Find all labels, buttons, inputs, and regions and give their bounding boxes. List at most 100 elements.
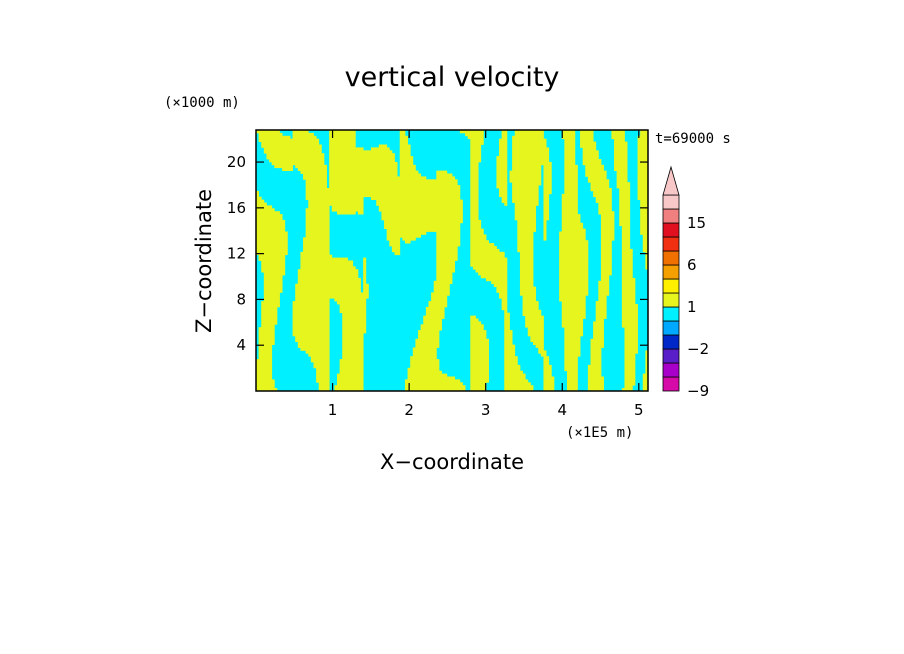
- positive-velocity-band: [587, 376, 604, 380]
- time-label: t=69000 s: [655, 131, 731, 147]
- positive-velocity-band: [598, 289, 610, 293]
- positive-velocity-band: [543, 164, 552, 169]
- positive-velocity-band: [292, 330, 330, 334]
- colorbar-label: −9: [687, 382, 709, 400]
- positive-velocity-band: [436, 234, 461, 238]
- positive-velocity-band: [561, 301, 586, 305]
- positive-velocity-band: [431, 295, 448, 299]
- positive-velocity-band: [624, 333, 638, 337]
- positive-velocity-band: [564, 350, 581, 354]
- positive-velocity-band: [559, 231, 586, 235]
- positive-velocity-band: [504, 333, 513, 337]
- positive-velocity-band: [640, 205, 648, 209]
- positive-velocity-band: [561, 315, 586, 319]
- positive-velocity-band: [263, 292, 280, 296]
- positive-velocity-band: [480, 275, 508, 279]
- positive-velocity-band: [305, 231, 330, 235]
- positive-velocity-band: [564, 144, 576, 148]
- positive-velocity-band: [561, 312, 586, 316]
- positive-velocity-band: [378, 144, 388, 148]
- positive-velocity-band: [585, 167, 604, 171]
- positive-velocity-band: [642, 248, 648, 253]
- positive-velocity-band: [295, 335, 330, 340]
- positive-velocity-band: [593, 335, 604, 340]
- positive-velocity-band: [337, 376, 364, 380]
- positive-velocity-band: [261, 309, 278, 314]
- positive-velocity-band: [470, 367, 489, 372]
- positive-velocity-band: [256, 228, 286, 232]
- positive-velocity-band: [470, 364, 489, 369]
- positive-velocity-band: [342, 353, 364, 357]
- positive-velocity-band: [559, 260, 589, 264]
- positive-velocity-band: [564, 367, 578, 372]
- positive-velocity-band: [258, 138, 320, 142]
- positive-velocity-band: [410, 359, 440, 363]
- positive-velocity-band: [329, 150, 393, 154]
- positive-velocity-band: [258, 353, 273, 357]
- positive-velocity-band: [418, 330, 440, 334]
- positive-velocity-band: [522, 306, 539, 311]
- positive-velocity-band: [543, 179, 552, 183]
- positive-velocity-band: [590, 188, 612, 192]
- positive-velocity-band: [504, 353, 516, 357]
- positive-velocity-band: [525, 318, 544, 322]
- positive-velocity-band: [543, 379, 555, 383]
- positive-velocity-band: [590, 362, 602, 366]
- positive-velocity-band: [525, 324, 544, 328]
- positive-velocity-band: [512, 167, 542, 171]
- positive-velocity-band: [561, 205, 578, 209]
- positive-velocity-band: [303, 237, 330, 241]
- positive-velocity-band: [624, 327, 638, 331]
- positive-velocity-band: [256, 379, 275, 383]
- positive-velocity-band: [334, 298, 367, 302]
- positive-velocity-band: [543, 376, 555, 380]
- positive-velocity-band: [559, 277, 589, 282]
- positive-velocity-band: [512, 135, 544, 140]
- positive-velocity-band: [363, 263, 367, 267]
- positive-velocity-band: [504, 350, 516, 354]
- positive-velocity-band: [470, 170, 479, 174]
- positive-velocity-band: [334, 385, 364, 389]
- positive-velocity-band: [363, 275, 367, 279]
- positive-velocity-band: [614, 147, 628, 151]
- positive-velocity-band: [559, 257, 589, 261]
- positive-velocity-band: [399, 153, 411, 157]
- positive-velocity-band: [512, 153, 550, 157]
- positive-velocity-band: [316, 367, 330, 372]
- positive-velocity-band: [334, 388, 364, 391]
- colorbar: 15 6 1 −2 −9: [662, 165, 709, 400]
- positive-velocity-band: [470, 257, 508, 261]
- positive-velocity-band: [404, 379, 461, 383]
- positive-velocity-band: [297, 167, 327, 171]
- positive-velocity-band: [404, 382, 463, 386]
- positive-velocity-band: [621, 254, 633, 258]
- positive-velocity-band: [499, 295, 508, 299]
- positive-velocity-band: [496, 156, 508, 160]
- positive-velocity-band: [470, 144, 482, 148]
- positive-velocity-band: [621, 283, 636, 287]
- positive-velocity-band: [595, 301, 607, 305]
- positive-velocity-band: [407, 373, 448, 377]
- positive-velocity-band: [564, 364, 578, 369]
- positive-velocity-band: [616, 176, 628, 180]
- positive-velocity-band: [619, 219, 631, 224]
- positive-velocity-band: [261, 263, 286, 267]
- positive-velocity-band: [614, 164, 628, 169]
- positive-velocity-band: [559, 263, 589, 267]
- positive-velocity-band: [305, 196, 364, 200]
- positive-velocity-band: [436, 251, 458, 256]
- positive-velocity-band: [598, 286, 610, 290]
- positive-velocity-band: [263, 275, 283, 279]
- positive-velocity-band: [303, 243, 330, 247]
- positive-velocity-band: [509, 173, 542, 177]
- positive-velocity-band: [496, 289, 508, 293]
- positive-velocity-band: [423, 321, 442, 325]
- positive-velocity-band: [624, 359, 636, 363]
- positive-velocity-band: [600, 225, 615, 229]
- positive-velocity-band: [256, 130, 280, 134]
- positive-velocity-band: [564, 188, 578, 192]
- positive-velocity-band: [470, 161, 479, 166]
- positive-velocity-band: [600, 277, 610, 282]
- positive-velocity-band: [598, 292, 610, 296]
- positive-velocity-band: [559, 289, 589, 293]
